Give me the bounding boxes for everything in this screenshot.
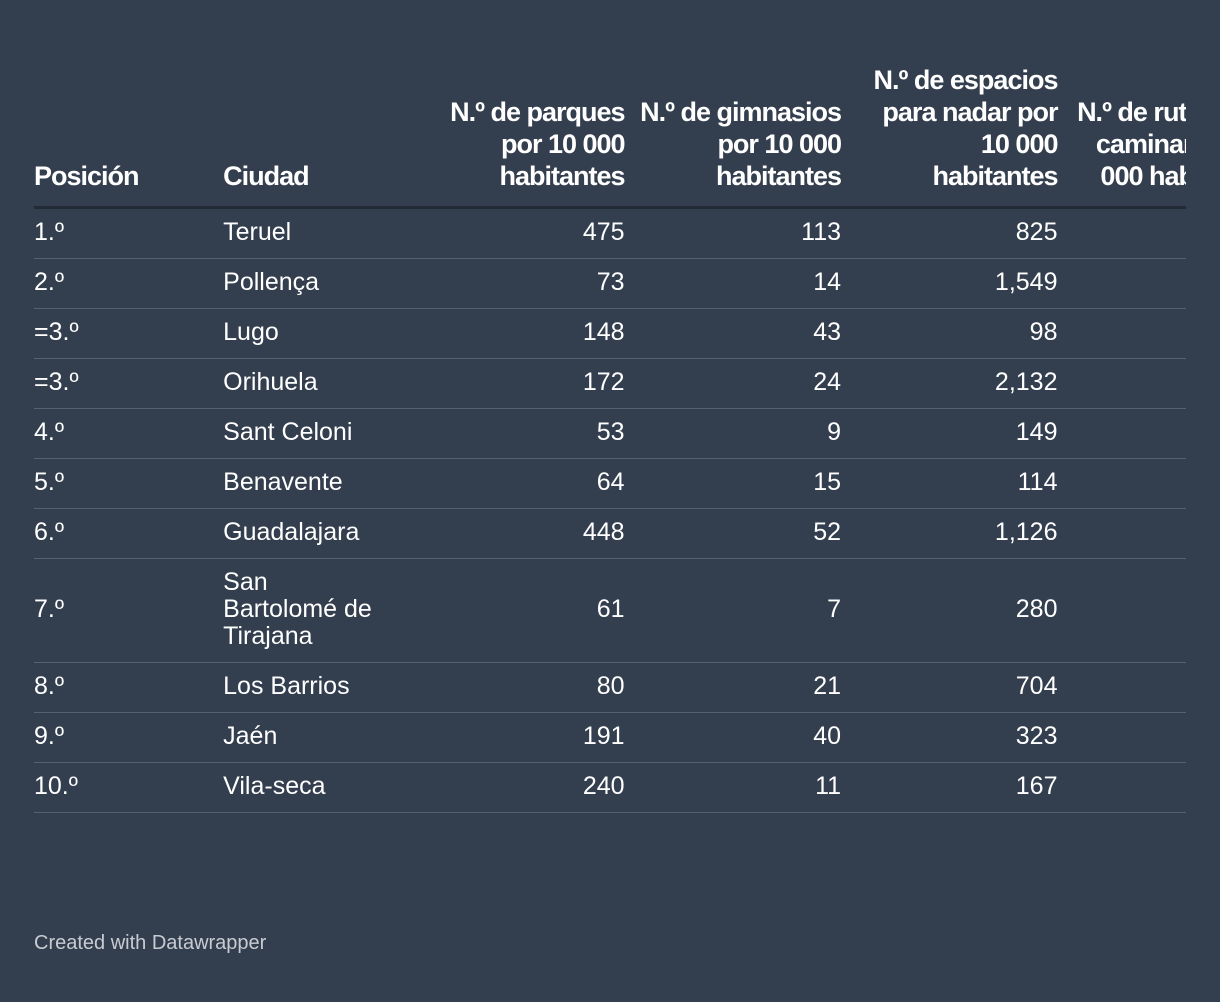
cell-gyms: 24 — [624, 358, 842, 409]
cell-walking-routes: 2 — [1057, 358, 1186, 409]
cell-gyms: 14 — [624, 258, 842, 309]
cell-swimming: 1,126 — [841, 508, 1058, 559]
cell-walking-routes: 10 — [1057, 408, 1186, 459]
cell-swimming: 323 — [841, 712, 1058, 763]
cell-gyms: 43 — [624, 308, 842, 359]
cell-city: Teruel — [223, 207, 409, 259]
table-row: =3.ºLugo148439815 — [34, 308, 1186, 359]
cell-gyms: 40 — [624, 712, 842, 763]
cell-gyms: 52 — [624, 508, 842, 559]
cell-city: Sant Celoni — [223, 408, 409, 459]
table-body: 1.ºTeruel475113825692.ºPollença73141,549… — [34, 207, 1186, 813]
header-parks[interactable]: N.º de parques por 10 000 habitantes — [408, 60, 626, 209]
ranking-table-container: Posición Ciudad N.º de parques por 10 00… — [34, 60, 1186, 813]
table-row: 5.ºBenavente64151142 — [34, 458, 1186, 509]
header-position[interactable]: Posición — [34, 60, 224, 209]
cell-parks: 172 — [408, 358, 625, 409]
cell-gyms: 9 — [624, 408, 842, 459]
cell-gyms: 15 — [624, 458, 842, 509]
cell-position: 5.º — [34, 458, 224, 509]
cell-parks: 64 — [408, 458, 625, 509]
cell-walking-routes: 6 — [1057, 558, 1186, 663]
cell-city: San Bartolomé de Tirajana — [223, 558, 409, 663]
cell-walking-routes: 22 — [1057, 712, 1186, 763]
cell-swimming: 114 — [841, 458, 1058, 509]
cell-position: =3.º — [34, 308, 224, 359]
cell-swimming: 704 — [841, 662, 1058, 713]
cell-gyms: 113 — [624, 207, 842, 259]
cell-position: 6.º — [34, 508, 224, 559]
cell-walking-routes: 23 — [1057, 508, 1186, 559]
header-walking-routes[interactable]: N.º de rutas para caminar por 10 000 hab… — [1057, 60, 1186, 209]
cell-walking-routes: 1 — [1057, 762, 1186, 813]
footer-credit: Created with Datawrapper — [34, 932, 267, 954]
cell-parks: 448 — [408, 508, 625, 559]
cell-city: Benavente — [223, 458, 409, 509]
cell-position: 8.º — [34, 662, 224, 713]
cell-position: =3.º — [34, 358, 224, 409]
cell-city: Lugo — [223, 308, 409, 359]
cell-parks: 475 — [408, 207, 625, 259]
cell-city: Guadalajara — [223, 508, 409, 559]
table-header-row: Posición Ciudad N.º de parques por 10 00… — [34, 60, 1186, 209]
header-city[interactable]: Ciudad — [223, 60, 409, 209]
header-swimming[interactable]: N.º de espacios para nadar por 10 000 ha… — [841, 60, 1058, 209]
cell-swimming: 1,549 — [841, 258, 1058, 309]
cell-position: 1.º — [34, 207, 224, 259]
cell-swimming: 825 — [841, 207, 1058, 259]
cell-parks: 240 — [408, 762, 625, 813]
header-gyms[interactable]: N.º de gimnasios por 10 000 habitantes — [624, 60, 842, 209]
cell-swimming: 280 — [841, 558, 1058, 663]
cell-gyms: 11 — [624, 762, 842, 813]
cell-position: 4.º — [34, 408, 224, 459]
cell-gyms: 21 — [624, 662, 842, 713]
cell-parks: 148 — [408, 308, 625, 359]
cell-walking-routes: 69 — [1057, 207, 1186, 259]
cell-walking-routes: 15 — [1057, 308, 1186, 359]
cell-swimming: 149 — [841, 408, 1058, 459]
cell-city: Jaén — [223, 712, 409, 763]
cell-parks: 80 — [408, 662, 625, 713]
cell-swimming: 167 — [841, 762, 1058, 813]
cell-city: Vila-seca — [223, 762, 409, 813]
cell-walking-routes: 2 — [1057, 458, 1186, 509]
cell-walking-routes: 5 — [1057, 662, 1186, 713]
cell-city: Los Barrios — [223, 662, 409, 713]
table-row: 9.ºJaén1914032322 — [34, 712, 1186, 763]
cell-position: 7.º — [34, 558, 224, 663]
cell-parks: 53 — [408, 408, 625, 459]
ranking-table: Posición Ciudad N.º de parques por 10 00… — [34, 60, 1186, 813]
cell-city: Orihuela — [223, 358, 409, 409]
cell-swimming: 98 — [841, 308, 1058, 359]
cell-position: 2.º — [34, 258, 224, 309]
cell-parks: 73 — [408, 258, 625, 309]
cell-position: 9.º — [34, 712, 224, 763]
cell-walking-routes: 10 — [1057, 258, 1186, 309]
cell-position: 10.º — [34, 762, 224, 813]
cell-swimming: 2,132 — [841, 358, 1058, 409]
cell-city: Pollença — [223, 258, 409, 309]
cell-parks: 191 — [408, 712, 625, 763]
table-row: 1.ºTeruel47511382569 — [34, 207, 1186, 259]
cell-parks: 61 — [408, 558, 625, 663]
cell-gyms: 7 — [624, 558, 842, 663]
